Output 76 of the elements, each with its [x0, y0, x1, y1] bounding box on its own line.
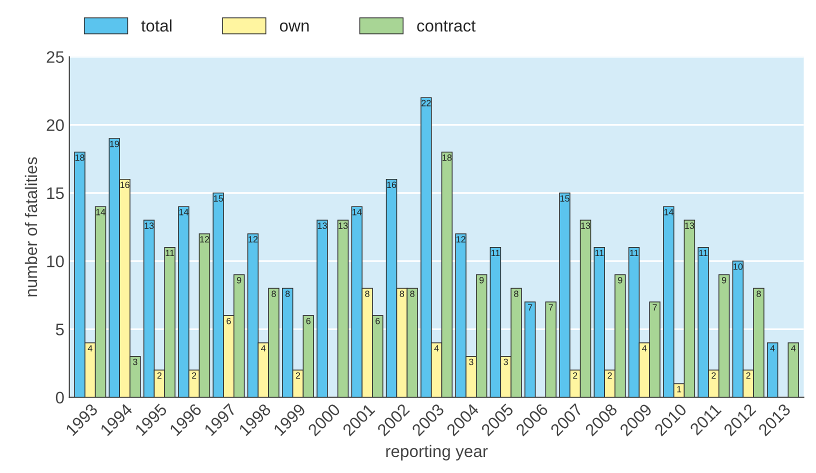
y-tick-label: 25 [46, 51, 64, 63]
bar [766, 342, 778, 398]
data-label: 6 [376, 318, 380, 324]
data-label: 10 [734, 263, 743, 270]
data-label: 15 [214, 195, 223, 202]
data-label: 3 [133, 358, 138, 366]
data-label: 3 [469, 358, 474, 366]
data-label: 8 [400, 290, 404, 298]
legend-label: total [141, 19, 172, 32]
data-label: 4 [434, 345, 439, 352]
data-label: 11 [595, 250, 604, 256]
bar [524, 302, 536, 398]
data-label: 4 [770, 345, 775, 352]
data-label: 11 [491, 250, 500, 256]
data-label: 7 [548, 304, 553, 311]
data-label: 13 [685, 222, 694, 229]
data-label: 9 [237, 277, 242, 284]
data-label: 15 [560, 195, 570, 202]
data-label: 13 [338, 222, 348, 229]
data-label: 8 [272, 290, 276, 298]
legend-label: contract [417, 20, 476, 32]
data-label: 13 [318, 222, 327, 229]
data-label: 2 [608, 372, 612, 379]
data-label: 14 [96, 208, 106, 216]
data-label: 2 [296, 372, 300, 379]
data-label: 16 [120, 182, 130, 188]
data-label: 6 [226, 318, 231, 324]
data-label: 8 [285, 290, 290, 298]
y-axis-title: number of fatalities [24, 157, 38, 296]
data-label: 4 [261, 345, 266, 352]
data-label: 14 [179, 208, 188, 216]
data-label: 7 [652, 304, 657, 311]
data-label: 1 [677, 386, 682, 392]
data-label: 2 [192, 372, 196, 379]
data-label: 12 [456, 236, 466, 242]
data-label: 11 [630, 250, 638, 256]
data-label: 8 [365, 290, 370, 298]
data-label: 8 [514, 290, 518, 298]
data-label: 8 [756, 290, 761, 298]
data-label: 9 [618, 277, 622, 284]
data-label: 12 [248, 236, 258, 242]
y-tick-label: 20 [46, 119, 64, 132]
data-label: 13 [581, 222, 590, 229]
data-label: 13 [144, 222, 154, 229]
legend-label: own [280, 22, 309, 32]
data-label: 7 [528, 304, 532, 311]
data-label: 18 [442, 154, 452, 161]
data-label: 2 [573, 372, 578, 379]
y-tick-label: 15 [47, 188, 64, 200]
data-label: 19 [110, 140, 119, 148]
data-label: 4 [642, 345, 647, 352]
y-tick-label: 0 [56, 392, 64, 404]
x-axis-title: reporting year [386, 444, 488, 460]
data-label: 4 [88, 345, 92, 352]
y-tick-label: 10 [47, 255, 64, 268]
data-label: 14 [664, 208, 674, 216]
y-tick-label: 5 [56, 324, 64, 336]
data-label: 2 [712, 372, 716, 379]
data-label: 2 [746, 372, 750, 379]
data-label: 3 [504, 358, 508, 366]
data-label: 9 [722, 277, 726, 284]
data-label: 4 [791, 345, 796, 352]
data-label: 2 [157, 372, 162, 379]
data-label: 16 [387, 182, 396, 188]
data-label: 6 [306, 318, 310, 324]
bar [316, 220, 328, 398]
data-label: 11 [699, 250, 708, 256]
data-label: 18 [75, 154, 84, 161]
data-label: 22 [422, 100, 431, 106]
data-label: 11 [166, 250, 174, 256]
data-label: 9 [480, 277, 484, 284]
data-label: 12 [200, 236, 210, 242]
bar [337, 220, 349, 398]
bar [545, 302, 556, 398]
data-label: 8 [410, 290, 414, 298]
bar [788, 342, 799, 398]
